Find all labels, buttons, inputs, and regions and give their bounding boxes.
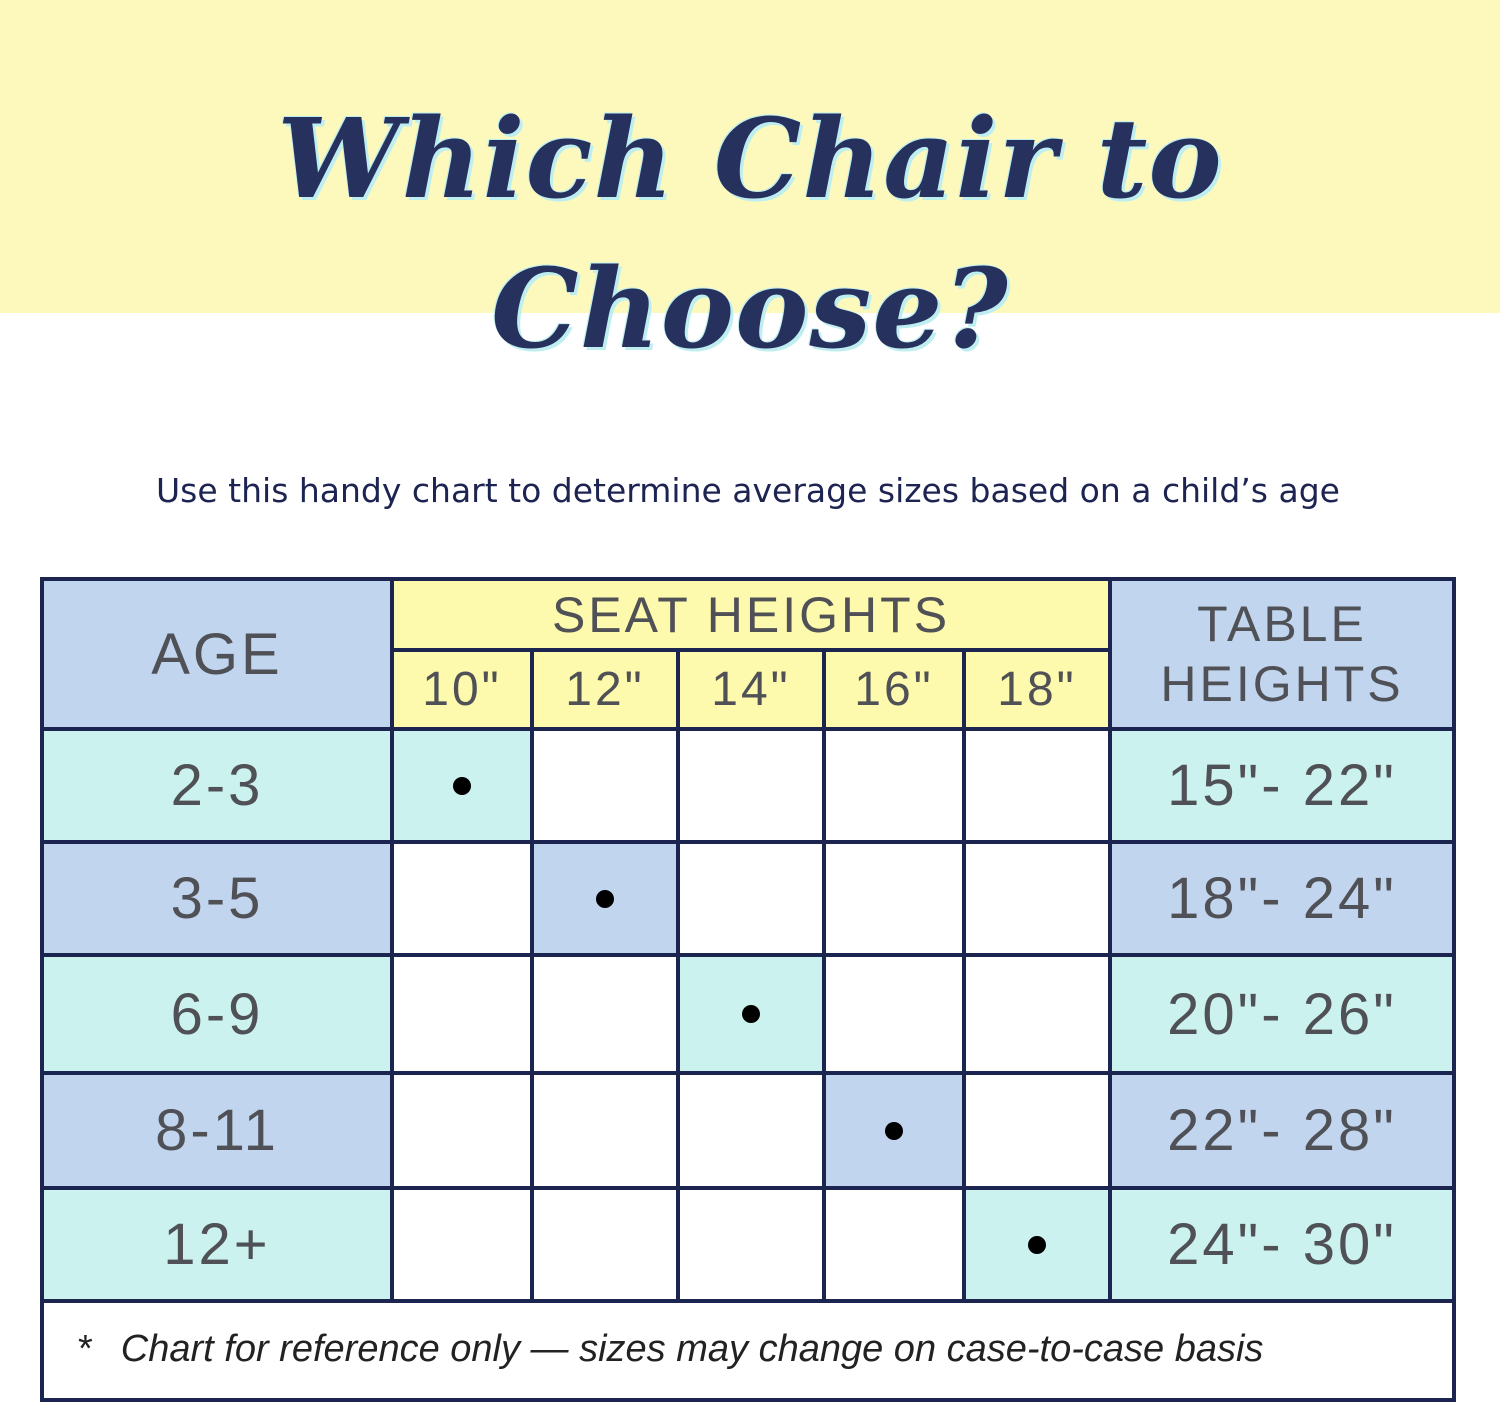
seat-cell	[394, 1075, 530, 1186]
table-heights-header: TABLE HEIGHTS	[1112, 581, 1452, 727]
table-height-value: 18"- 24"	[1167, 866, 1397, 931]
table-heights-header-line2: HEIGHTS	[1160, 656, 1404, 712]
seat-cell	[394, 1190, 530, 1299]
seat-cell	[826, 957, 962, 1071]
seat-size-label: 12"	[565, 663, 645, 716]
age-value: 8-11	[155, 1098, 279, 1163]
page-title: Which Chair to Choose?	[277, 94, 1223, 373]
seat-size-cell	[534, 652, 676, 727]
table-height-cell	[1112, 1190, 1452, 1299]
table-height-value: 20"- 26"	[1167, 981, 1397, 1047]
seat-indicator-dot	[453, 776, 471, 795]
seat-indicator-dot	[742, 1005, 760, 1023]
age-value: 6-9	[170, 981, 264, 1047]
age-cell	[44, 957, 390, 1071]
table-height-value: 24"- 30"	[1167, 1212, 1397, 1277]
footnote-text: Chart for reference only — sizes may cha…	[120, 1327, 1264, 1370]
age-value: 12+	[163, 1212, 271, 1277]
seat-cell	[534, 1075, 676, 1186]
age-value: 3-5	[170, 866, 264, 931]
seat-size-label: 14"	[711, 663, 791, 716]
seat-cell	[680, 731, 822, 840]
table-height-cell	[1112, 957, 1452, 1071]
seat-cell	[826, 731, 962, 840]
seat-cell	[966, 844, 1108, 953]
table-header-cell	[1112, 581, 1452, 727]
table-height-value: 22"- 28"	[1167, 1098, 1397, 1163]
seat-size-cell	[826, 652, 962, 727]
seat-indicator-dot	[885, 1121, 903, 1140]
table-height-value: 15"- 22"	[1167, 753, 1397, 818]
seat-cell	[534, 957, 676, 1071]
seat-indicator-dot	[1028, 1235, 1046, 1254]
seat-size-cell	[966, 652, 1108, 727]
seat-cell	[680, 844, 822, 953]
age-cell	[44, 1190, 390, 1299]
seat-cell	[680, 1190, 822, 1299]
age-cell	[44, 1075, 390, 1186]
age-cell	[44, 731, 390, 840]
seat-cell	[534, 731, 676, 840]
seat-cell	[966, 1075, 1108, 1186]
seat-cell	[534, 1190, 676, 1299]
seat-size-label: 10"	[422, 663, 502, 716]
seat-size-cell	[680, 652, 822, 727]
table-heights-header-line1: TABLE	[1197, 596, 1367, 652]
seat-size-label: 16"	[854, 663, 934, 716]
seat-size-cell	[394, 652, 530, 727]
title-banner: Which Chair to Choose?	[0, 0, 1500, 373]
footnote-row	[44, 1303, 1452, 1398]
seat-cell	[966, 731, 1108, 840]
seat-header: SEAT HEIGHTS	[551, 586, 951, 643]
seat-cell	[826, 844, 962, 953]
seat-cell	[394, 957, 530, 1071]
table-height-cell	[1112, 731, 1452, 840]
seat-indicator-dot	[596, 889, 614, 908]
table-height-cell	[1112, 844, 1452, 953]
seat-header-cell	[394, 581, 1108, 648]
seat-cell	[394, 844, 530, 953]
table-height-cell	[1112, 1075, 1452, 1186]
age-cell	[44, 844, 390, 953]
footnote-marker: *	[78, 1327, 93, 1370]
seat-cell	[826, 1190, 962, 1299]
footnote: * Chart for reference only — sizes may c…	[44, 1302, 1450, 1396]
seat-cell	[680, 1075, 822, 1186]
age-value: 2-3	[170, 753, 264, 818]
age-header-cell	[44, 581, 390, 727]
seat-size-label: 18"	[997, 663, 1077, 716]
age-header: AGE	[151, 621, 283, 687]
seat-cell	[966, 957, 1108, 1071]
chart-subtitle: Use this handy chart to determine averag…	[156, 471, 1340, 510]
